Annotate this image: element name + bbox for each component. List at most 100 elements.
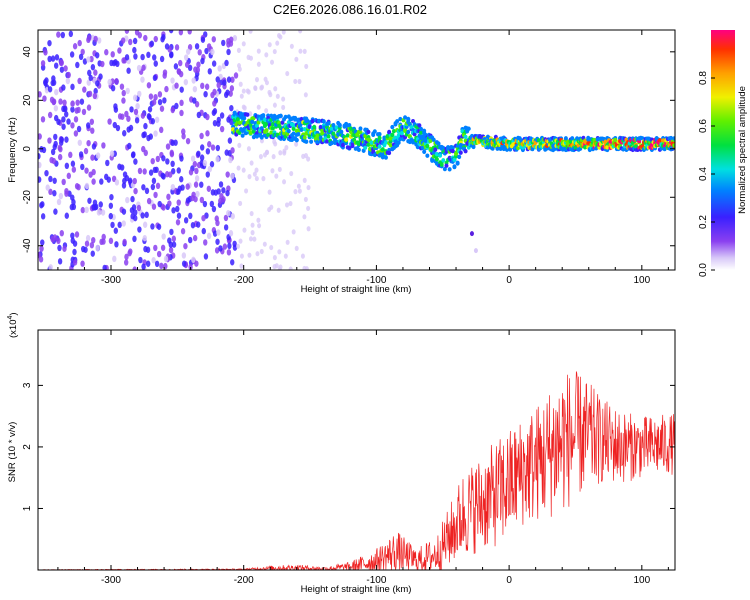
faint-cell xyxy=(302,48,307,54)
signal-cell xyxy=(345,133,350,138)
signal-cell xyxy=(447,167,452,172)
signal-cell xyxy=(339,129,344,135)
noise-cell xyxy=(57,153,63,161)
noise-cell xyxy=(225,89,230,96)
noise-cell xyxy=(148,133,153,140)
noise-cell xyxy=(43,49,48,56)
snr-xlabel: Height of straight line (km) xyxy=(301,584,412,595)
signal-cell xyxy=(463,149,468,154)
faint-cell xyxy=(306,205,311,212)
noise-cell xyxy=(141,263,146,270)
noise-cell xyxy=(200,144,205,151)
noise-cell xyxy=(124,30,130,34)
colorbar-tick-label: 0.6 xyxy=(698,119,709,133)
noise-cell xyxy=(70,100,75,107)
signal-cell xyxy=(391,128,396,134)
noise-cell xyxy=(95,244,100,252)
signal-cell xyxy=(266,132,271,137)
signal-cell xyxy=(282,130,287,136)
y-tick-label: -20 xyxy=(22,190,33,205)
signal-cell xyxy=(366,142,371,147)
faint-cell xyxy=(275,93,280,99)
noise-cell xyxy=(170,160,175,168)
noise-cell xyxy=(195,190,200,198)
signal-cell xyxy=(291,131,296,136)
noise-cell xyxy=(170,106,175,114)
noise-cell xyxy=(146,51,151,59)
faint-cell xyxy=(237,142,242,148)
faint-cell xyxy=(294,56,299,62)
noise-cell xyxy=(150,183,156,191)
noise-cell xyxy=(169,228,174,236)
noise-cell xyxy=(53,133,58,141)
noise-cell xyxy=(68,151,73,159)
signal-cell xyxy=(458,150,463,155)
faint-cell xyxy=(250,230,255,236)
noise-cell xyxy=(166,193,171,201)
signal-cell xyxy=(439,162,444,167)
noise-cell xyxy=(72,248,77,256)
signal-cell xyxy=(264,128,269,133)
noise-cell xyxy=(169,51,174,58)
noise-cell xyxy=(230,147,235,154)
signal-cell xyxy=(395,119,400,124)
noise-cell xyxy=(183,242,188,250)
faint-cell xyxy=(264,108,269,114)
noise-cell xyxy=(124,110,129,118)
noise-cell xyxy=(38,251,41,259)
faint-cell xyxy=(255,251,260,257)
noise-cell xyxy=(54,54,60,61)
noise-cell xyxy=(124,174,130,182)
signal-cell xyxy=(372,129,377,134)
noise-cell xyxy=(72,43,78,50)
noise-cell xyxy=(78,151,84,158)
faint-cell xyxy=(258,154,263,160)
noise-cell xyxy=(197,49,202,56)
signal-cell xyxy=(418,126,423,132)
noise-cell xyxy=(222,243,228,250)
noise-cell xyxy=(76,106,81,114)
signal-cell xyxy=(323,133,328,138)
noise-cell xyxy=(114,241,119,248)
noise-cell xyxy=(203,90,208,98)
noise-cell xyxy=(137,226,142,233)
noise-cell xyxy=(192,234,198,242)
signal-cell xyxy=(302,135,307,140)
signal-cell xyxy=(307,124,312,129)
noise-cell xyxy=(132,235,137,243)
noise-cell xyxy=(91,178,96,185)
signal-cell xyxy=(422,149,427,154)
noise-cell xyxy=(135,102,140,110)
signal-cell xyxy=(633,144,638,149)
faint-cell xyxy=(267,42,272,48)
signal-cell xyxy=(304,139,309,144)
noise-cell xyxy=(181,128,186,135)
signal-cell xyxy=(329,126,334,131)
noise-cell xyxy=(119,164,125,171)
noise-cell xyxy=(66,172,72,180)
faint-cell xyxy=(285,70,290,77)
noise-cell xyxy=(159,262,164,270)
noise-cell xyxy=(143,34,148,42)
noise-cell xyxy=(52,143,57,151)
noise-cell xyxy=(133,53,138,60)
noise-cell xyxy=(78,53,84,61)
noise-cell xyxy=(84,206,89,214)
signal-cell xyxy=(331,131,336,136)
noise-cell xyxy=(218,245,223,252)
noise-cell xyxy=(128,38,133,46)
noise-cell xyxy=(142,168,147,175)
noise-cell xyxy=(141,64,146,71)
y-tick-label: 20 xyxy=(22,94,33,106)
snr-multiplier-exp: 4 xyxy=(7,316,14,320)
x-tick-label: 100 xyxy=(633,275,650,286)
noise-cell xyxy=(140,53,145,61)
noise-cell xyxy=(114,78,119,85)
faint-cell xyxy=(256,217,261,223)
x-tick-label: -100 xyxy=(366,575,386,586)
noise-cell xyxy=(228,230,234,237)
faint-cell xyxy=(281,30,286,35)
noise-cell xyxy=(148,93,154,100)
